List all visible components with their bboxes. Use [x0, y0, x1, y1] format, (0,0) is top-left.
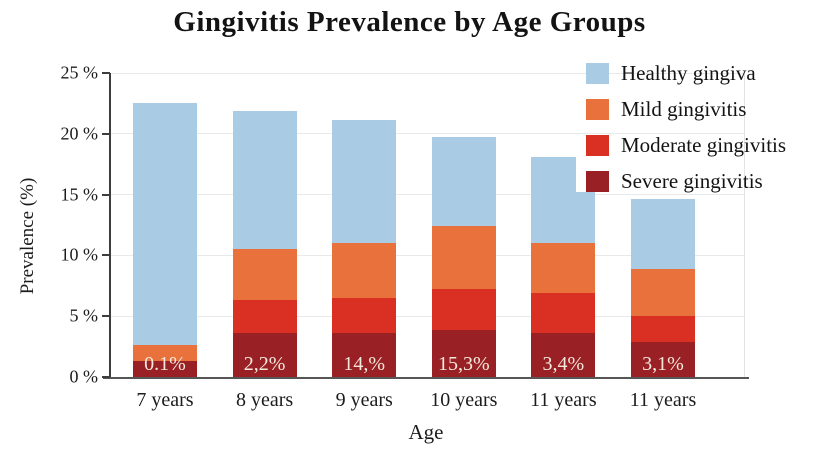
bar-segment-moderate-gingivitis [232, 300, 297, 334]
bar-segment-mild-gingivitis [431, 226, 496, 290]
y-tick-label-0: 0 % [69, 366, 99, 387]
bar-5-11-years: 3,4% [531, 155, 596, 377]
y-tick-label-20: 20 % [60, 123, 99, 144]
legend-row-healthy-gingiva: Healthy gingiva [586, 61, 786, 86]
bar-segment-mild-gingivitis [232, 249, 297, 301]
legend: Healthy gingiva Mild gingivitis Moderate g… [586, 61, 786, 205]
y-axis-line [109, 73, 111, 378]
bar-1-7-years: 0.1% [133, 103, 197, 377]
gridline-15 [111, 194, 745, 196]
bar-segment-mild-gingivitis [332, 243, 397, 298]
bar-4-10-years: 15,3% [431, 137, 496, 377]
bar-3-9-years: 14,% [332, 120, 397, 377]
plot-right-spine [744, 73, 745, 377]
bar-segment-moderate-gingivitis [531, 293, 596, 334]
chart-title: Gingivitis Prevalence by Age Groups [173, 6, 646, 38]
bar-value-label: 3,4% [542, 353, 585, 375]
bar-segment-severe-gingivitis [332, 333, 397, 377]
bar-segment-severe-gingivitis [431, 329, 496, 377]
bar-segment-moderate-gingivitis [631, 316, 695, 342]
bar-value-label: 14,% [343, 353, 386, 375]
legend-swatch-icon [586, 135, 609, 156]
legend-row-mild-gingivitis: Mild gingivitis [586, 97, 786, 122]
bar-segment-healthy-gingiva [332, 120, 397, 244]
bar-segment-healthy-gingiva [631, 199, 695, 269]
bar-segment-severe-gingivitis [232, 333, 297, 377]
bar-segment-healthy-gingiva [431, 137, 496, 227]
plot-area: 0.1% 2,2% 14,% 15,3% 3,4% 3,1% [111, 72, 745, 377]
legend-row-moderate-gingivitis: Moderate gingivitis [586, 133, 786, 158]
y-tick-label-15: 15 % [60, 184, 99, 205]
y-tick-label-5: 5 % [69, 305, 99, 326]
legend-swatch-icon [586, 63, 609, 84]
y-tick-mark [102, 254, 110, 257]
x-axis-title: Age [408, 420, 444, 444]
bar-segment-healthy-gingiva [133, 103, 197, 346]
y-tick-mark [102, 193, 110, 196]
y-tick-mark [102, 315, 110, 318]
gridline-10 [111, 254, 745, 256]
bar-value-label: 2,2% [243, 353, 286, 375]
x-tick-label-6: 11 years [629, 389, 697, 411]
legend-swatch-icon [586, 99, 609, 120]
x-tick-label-4: 10 years [430, 389, 498, 411]
bar-segment-healthy-gingiva [232, 110, 297, 250]
y-tick-label-25: 25 % [60, 62, 99, 83]
legend-label: Mild gingivitis [621, 97, 747, 121]
bar-segment-mild-gingivitis [133, 345, 197, 362]
legend-label: Healthy gingiva [621, 61, 756, 85]
x-tick-label-1: 7 years [136, 389, 194, 411]
bar-value-label: 0.1% [144, 353, 186, 375]
y-tick-label-10: 10 % [60, 244, 99, 265]
bar-segment-severe-gingivitis [531, 333, 596, 377]
x-axis-line [103, 377, 749, 379]
bar-segment-severe-gingivitis [631, 341, 695, 377]
bar-2-8-years: 2,2% [232, 110, 297, 377]
bar-segment-moderate-gingivitis [332, 297, 397, 334]
gridline-20 [111, 133, 745, 135]
y-tick-mark [102, 132, 110, 135]
y-axis-title: Prevalence (%) [17, 177, 38, 295]
bar-6-11-years: 3,1% [631, 199, 695, 377]
x-tick-label-5: 11 years [530, 389, 597, 411]
x-tick-label-3: 9 years [335, 389, 393, 411]
bar-segment-severe-gingivitis [133, 361, 197, 377]
legend-label: Severe gingivitis [621, 169, 763, 193]
y-tick-mark [102, 376, 110, 378]
bar-segment-mild-gingivitis [531, 243, 596, 294]
bar-segment-moderate-gingivitis [431, 289, 496, 330]
gridline-5 [111, 315, 745, 317]
bar-segment-mild-gingivitis [631, 268, 695, 317]
gridline-25 [111, 72, 745, 74]
bar-value-label: 3,1% [642, 353, 684, 375]
legend-row-severe-gingivitis: Severe gingivitis [586, 169, 786, 194]
x-tick-label-2: 8 years [235, 389, 294, 411]
legend-label: Moderate gingivitis [621, 133, 787, 157]
legend-swatch-icon [586, 171, 609, 192]
bar-value-label: 15,3% [437, 353, 490, 375]
y-tick-mark [102, 72, 110, 74]
